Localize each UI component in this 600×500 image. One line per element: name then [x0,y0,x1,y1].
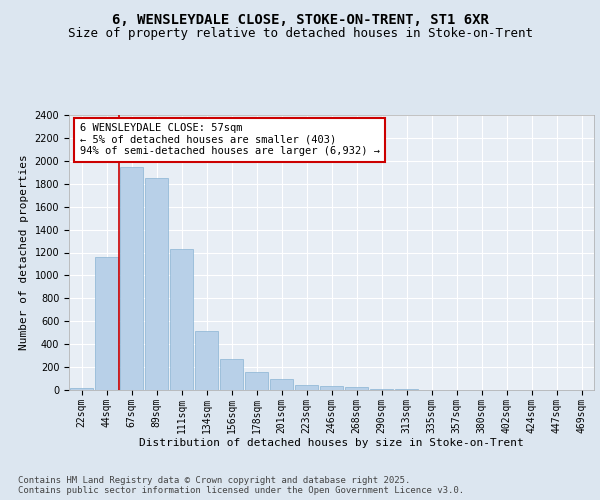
Text: 6, WENSLEYDALE CLOSE, STOKE-ON-TRENT, ST1 6XR: 6, WENSLEYDALE CLOSE, STOKE-ON-TRENT, ST… [112,12,488,26]
Bar [345,387,368,390]
Bar [245,372,268,390]
Bar [70,388,93,390]
Bar [120,166,143,390]
X-axis label: Distribution of detached houses by size in Stoke-on-Trent: Distribution of detached houses by size … [139,438,524,448]
Text: Contains HM Land Registry data © Crown copyright and database right 2025.
Contai: Contains HM Land Registry data © Crown c… [18,476,464,495]
Bar [95,257,118,390]
Text: Size of property relative to detached houses in Stoke-on-Trent: Size of property relative to detached ho… [67,28,533,40]
Bar [320,386,343,390]
Bar [295,385,318,390]
Bar [145,178,168,390]
Bar [170,249,193,390]
Bar [220,359,243,390]
Text: 6 WENSLEYDALE CLOSE: 57sqm
← 5% of detached houses are smaller (403)
94% of semi: 6 WENSLEYDALE CLOSE: 57sqm ← 5% of detac… [79,123,380,156]
Bar [370,388,393,390]
Bar [195,331,218,390]
Y-axis label: Number of detached properties: Number of detached properties [19,154,29,350]
Bar [270,379,293,390]
